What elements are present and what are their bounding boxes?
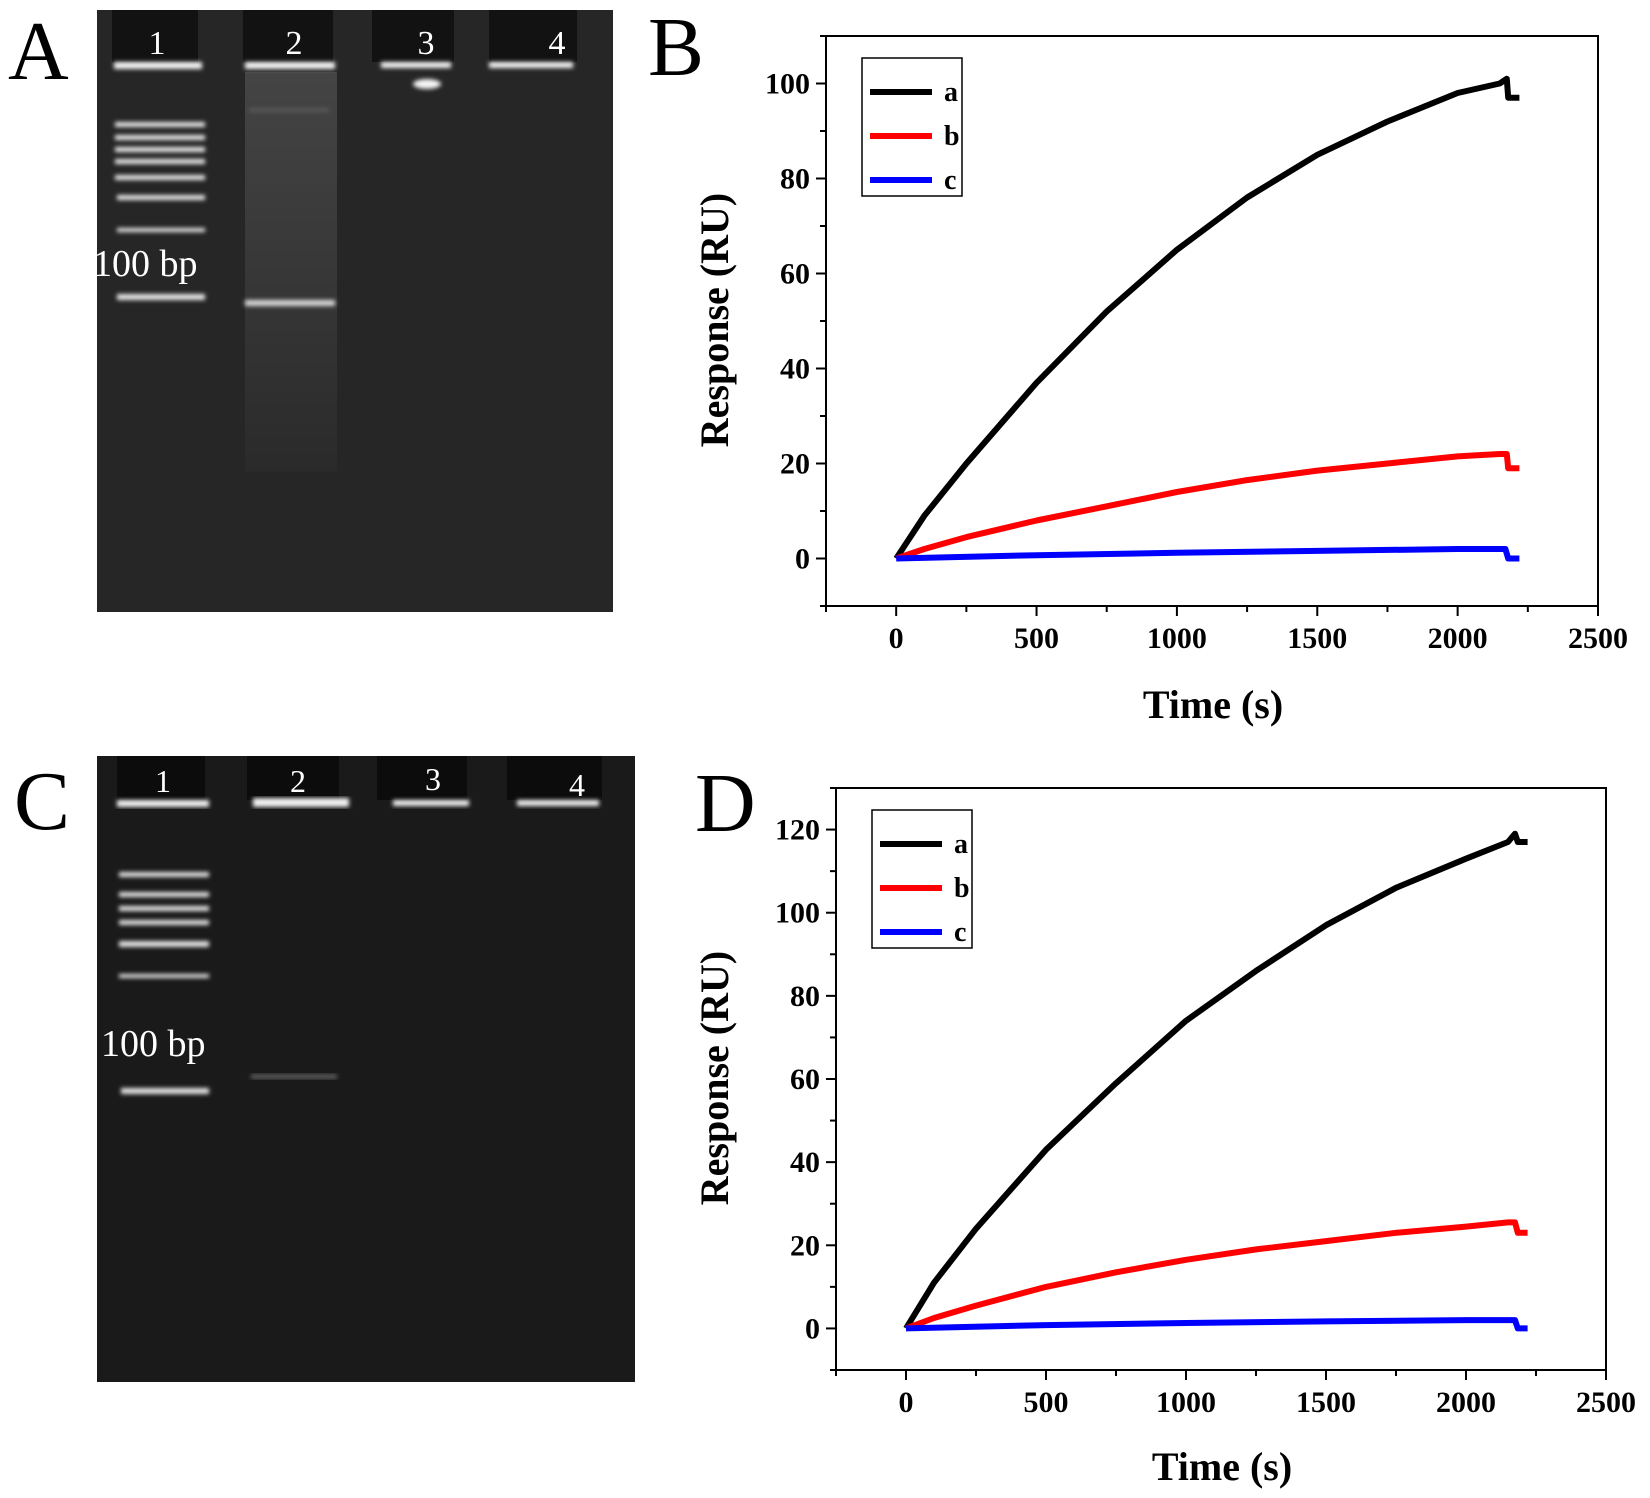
chart-d-y-tick-label: 40: [790, 1146, 820, 1179]
chart-d-legend-label-c: c: [954, 917, 966, 948]
chart-d-xlabel: Time (s): [1152, 1444, 1292, 1489]
chart-d-legend-label-b: b: [954, 873, 970, 904]
gel-c-marker-label: 100 bp: [101, 1023, 206, 1065]
chart-b-xlabel: Time (s): [1143, 682, 1283, 727]
chart-b-series-b: [895, 451, 1520, 562]
chart-b-legend-label-b: b: [944, 121, 960, 152]
chart-d-x-tick-label: 2000: [1436, 1386, 1496, 1419]
gel-image-a: 1 2 3 4 100 bp: [97, 10, 613, 612]
chart-d-y-tick-label: 0: [805, 1312, 820, 1345]
chart-b-x-tick-label: 2000: [1428, 622, 1488, 655]
gel-c-lane-label-4: 4: [569, 767, 585, 803]
gel-image-c: 1 2 3 4 100 bp: [97, 756, 635, 1382]
chart-d-y-tick-label: 60: [790, 1063, 820, 1096]
chart-d-y-tick-label: 100: [775, 897, 820, 930]
gel-a-lane-label-2: 2: [286, 25, 303, 62]
chart-b-y-tick-label: 80: [780, 163, 810, 196]
chart-b-y-tick-label: 20: [780, 448, 810, 481]
gel-a-lane-label-4: 4: [549, 25, 566, 62]
chart-b-legend-label-c: c: [944, 165, 956, 196]
chart-b-y-tick-label: 60: [780, 258, 810, 291]
chart-b-legend: [861, 57, 963, 197]
gel-a-marker-label: 100 bp: [97, 243, 198, 285]
chart-b-x-tick-label: 500: [1014, 622, 1059, 655]
chart-d-y-tick-label: 80: [790, 980, 820, 1013]
chart-d-x-tick-label: 1500: [1296, 1386, 1356, 1419]
panel-label-d: D: [695, 757, 756, 850]
chart-b-ylabel: Response (RU): [692, 193, 737, 447]
chart-d-x-tick-label: 2500: [1576, 1386, 1636, 1419]
chart-b-y-tick-label: 100: [765, 68, 810, 101]
chart-d-x-tick-label: 500: [1024, 1386, 1069, 1419]
panel-label-b: B: [648, 1, 705, 94]
chart-d-y-tick-label: 120: [775, 814, 820, 847]
gel-c-lane-label-3: 3: [425, 761, 441, 797]
gel-c-lane-label-1: 1: [155, 763, 171, 799]
chart-b-legend-label-a: a: [944, 77, 958, 108]
chart-d-legend-label-a: a: [954, 829, 968, 860]
chart-d-legend: [871, 809, 973, 949]
chart-d-y-tick-label: 20: [790, 1229, 820, 1262]
chart-b-x-tick-label: 1500: [1287, 622, 1347, 655]
chart-b-series-a: [893, 75, 1520, 561]
gel-a-lane-label-3: 3: [418, 25, 435, 62]
chart-d-series-c: [905, 1317, 1528, 1332]
chart-d-ylabel: Response (RU): [692, 951, 737, 1205]
chart-d-series-a: [903, 830, 1528, 1330]
gel-a-lane-label-1: 1: [149, 25, 166, 62]
chart-d-x-tick-label: 0: [899, 1386, 914, 1419]
chart-d-x-tick-label: 1000: [1156, 1386, 1216, 1419]
chart-b-x-tick-label: 0: [889, 622, 904, 655]
chart-b-y-tick-label: 0: [795, 543, 810, 576]
chart-b-y-tick-label: 40: [780, 353, 810, 386]
chart-d-series-b: [904, 1219, 1528, 1332]
panel-label-c: C: [14, 755, 71, 848]
chart-b-series-c: [896, 546, 1520, 562]
panel-label-a: A: [8, 5, 69, 98]
chart-b-x-tick-label: 2500: [1568, 622, 1628, 655]
gel-c-lane-label-2: 2: [290, 763, 306, 799]
chart-b-x-tick-label: 1000: [1147, 622, 1207, 655]
